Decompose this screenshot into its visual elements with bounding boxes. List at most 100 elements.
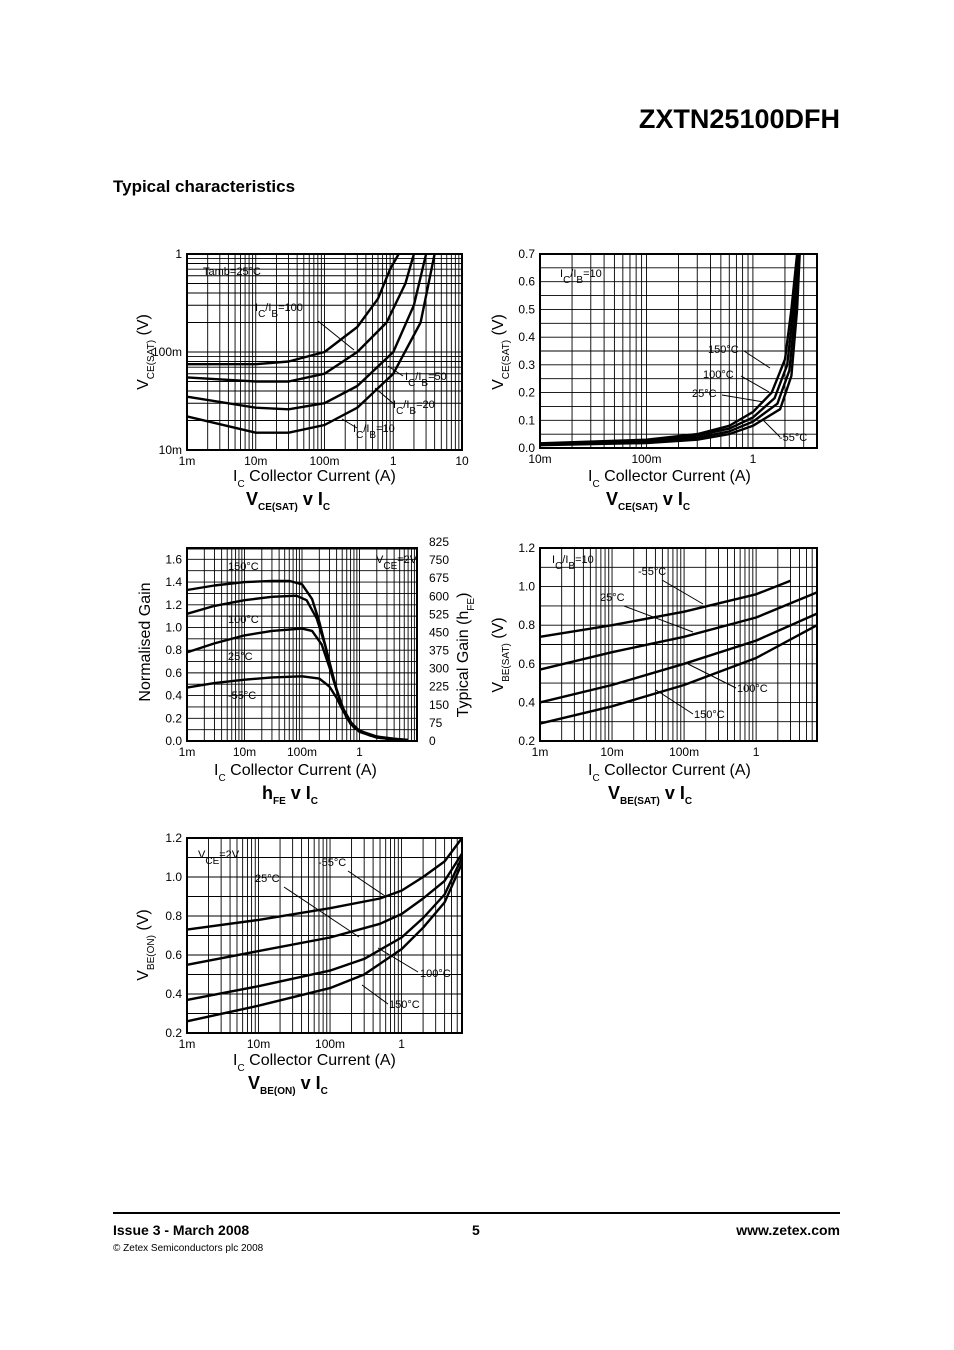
annotation-label: IC/IB=50: [405, 371, 447, 389]
annotation-label: IC/IB=10: [560, 268, 602, 286]
y-tick-label: 0.6: [518, 275, 535, 289]
chart-caption: VCE(SAT) v IC: [246, 489, 330, 513]
series-line: [186, 253, 416, 383]
x-tick-label: 10m: [244, 454, 267, 468]
series-line: [186, 675, 400, 742]
y-tick-label: 1.4: [165, 575, 182, 589]
y2-tick-label: 300: [429, 662, 449, 676]
x-tick-label: 1m: [179, 1037, 196, 1051]
annotation-pointer: [623, 605, 694, 633]
y2-tick-label: 750: [429, 553, 449, 567]
plot-grid: [186, 548, 418, 742]
series-line: [186, 852, 464, 966]
annotation-label: 100°C: [228, 614, 259, 626]
annotation-label: VCE=2V: [198, 849, 240, 867]
footer-issue: Issue 3 - March 2008: [113, 1222, 250, 1238]
x-tick-label: 100m: [309, 454, 339, 468]
annotation-label: 150°C: [389, 999, 420, 1011]
series-line: [186, 837, 463, 931]
y2-tick-label: 0: [429, 734, 436, 748]
x-tick-label: 10m: [247, 1037, 270, 1051]
annotation-pointer: [377, 947, 419, 973]
y2-tick-label: 375: [429, 644, 449, 658]
annotation-pointer: [387, 365, 404, 377]
plot-frame: [186, 547, 418, 742]
series-line: [186, 856, 464, 1002]
annotation-label: -55°C: [779, 432, 807, 444]
x-tick-label: 1: [398, 1037, 405, 1051]
y-tick-label: 1.2: [518, 541, 535, 555]
annotation-pointer: [347, 870, 386, 897]
x-tick-label: 1: [356, 745, 363, 759]
annotation-pointer: [655, 689, 694, 715]
y-tick-label: 0.2: [518, 386, 535, 400]
y-tick-label: 0.2: [165, 711, 182, 725]
annotation-label: 100°C: [420, 968, 451, 980]
y-tick-label: 1.6: [165, 552, 182, 566]
y2-tick-label: 450: [429, 625, 449, 639]
y-tick-label: 0.0: [165, 734, 182, 748]
y-axis-label: VCE(SAT) (V): [135, 314, 157, 390]
y-axis-label: VBE(SAT) (V): [490, 617, 512, 692]
y-tick-label: 0.8: [165, 909, 182, 923]
annotation-pointer: [283, 886, 360, 938]
y2-tick-label: 525: [429, 607, 449, 621]
x-tick-label: 100m: [631, 452, 661, 466]
series-line: [539, 612, 818, 704]
y2-tick-label: 75: [429, 716, 443, 730]
y-tick-label: 0.2: [518, 734, 535, 748]
y-tick-label: 0.4: [165, 987, 182, 1001]
chart-caption: VBE(ON) v IC: [248, 1073, 328, 1097]
series-line: [539, 579, 791, 638]
annotation-label: IC/IB=10: [552, 554, 594, 572]
footer-copyright: © Zetex Semiconductors plc 2008: [113, 1243, 264, 1254]
series-line: [186, 253, 436, 434]
series-line: [539, 591, 818, 671]
y-tick-label: 0.4: [518, 695, 535, 709]
annotation-label: IC/IB=100: [255, 302, 303, 320]
plot-grid: [186, 837, 463, 1034]
chart-caption: VBE(SAT) v IC: [608, 783, 692, 807]
x-tick-label: 1m: [179, 454, 196, 468]
footer-website-link[interactable]: www.zetex.com: [736, 1222, 840, 1238]
annotation-label: -55°C: [228, 690, 256, 702]
part-number: ZXTN25100DFH: [638, 104, 840, 134]
annotation-label: 25°C: [692, 388, 717, 400]
footer-page-number: 5: [472, 1222, 480, 1238]
y-tick-label: 100m: [152, 345, 182, 359]
y-tick-label: 0.4: [518, 330, 535, 344]
y-axis-label: VBE(ON) (V): [135, 909, 157, 980]
y2-tick-label: 150: [429, 698, 449, 712]
plot-frame: [186, 253, 463, 451]
chart-caption: hFE v IC: [262, 783, 318, 807]
annotation-label: IC/IB=10: [353, 423, 395, 441]
x-tick-label: 1m: [179, 745, 196, 759]
annotation-pointer: [661, 579, 704, 605]
annotation-pointer: [721, 394, 765, 403]
annotation-pointer: [374, 387, 395, 405]
y-tick-label: 0.6: [518, 657, 535, 671]
annotation-label: 25°C: [228, 651, 253, 663]
annotation-pointer: [341, 418, 358, 429]
annotation-pointer: [317, 320, 355, 351]
y-tick-label: 0.4: [165, 689, 182, 703]
section-title: Typical characteristics: [113, 177, 296, 196]
x-tick-label: 100m: [315, 1037, 345, 1051]
y2-tick-label: 225: [429, 680, 449, 694]
y2-tick-label: 825: [429, 535, 449, 549]
annotation-label: 100°C: [737, 683, 768, 695]
chart-caption: VCE(SAT) v IC: [606, 489, 690, 513]
x-tick-label: 10m: [600, 745, 623, 759]
plot-frame: [539, 547, 818, 742]
series-line: [186, 253, 428, 411]
y-tick-label: 1.2: [165, 831, 182, 845]
series-line: [539, 253, 800, 445]
series-line: [539, 253, 801, 447]
series-line: [539, 624, 818, 725]
y-tick-label: 1.2: [165, 598, 182, 612]
annotation-pointer: [740, 375, 770, 393]
y-tick-label: 0.5: [518, 302, 535, 316]
annotation-label: 100°C: [703, 369, 734, 381]
